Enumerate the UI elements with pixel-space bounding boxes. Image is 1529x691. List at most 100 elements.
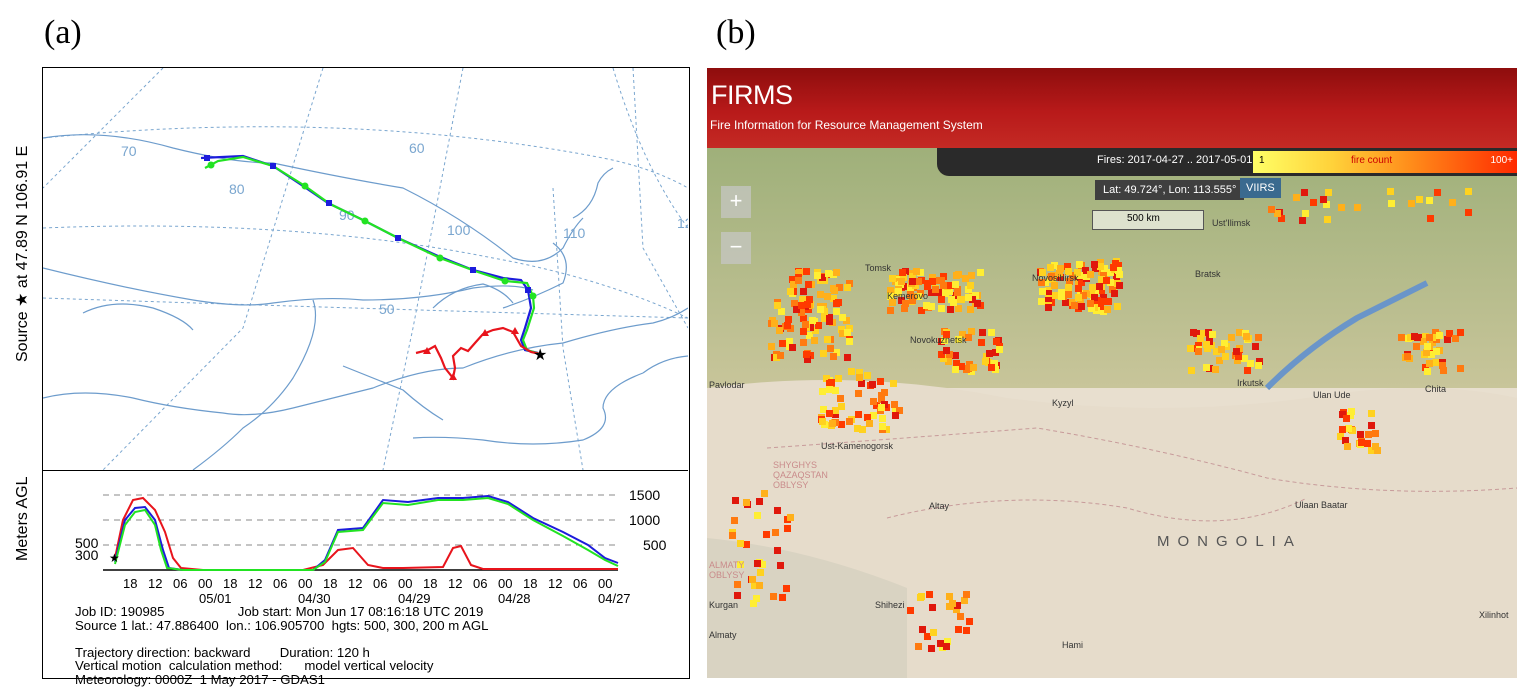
fire-pixel [967, 282, 974, 289]
fire-pixel [1364, 440, 1371, 447]
fire-pixel [907, 284, 914, 291]
fire-pixel [938, 296, 945, 303]
city-label: Kurgan [709, 600, 739, 610]
svg-text:06: 06 [473, 576, 487, 591]
fire-pixel [941, 337, 948, 344]
fire-pixel [829, 420, 836, 427]
fire-pixel [773, 354, 780, 361]
fire-pixel [732, 497, 739, 504]
fire-pixel [1066, 278, 1073, 285]
fire-pixel [1343, 415, 1350, 422]
fire-pixel [826, 318, 833, 325]
fire-pixel [932, 286, 939, 293]
fire-pixel [1302, 210, 1309, 217]
fire-pixel [824, 293, 831, 300]
fire-pixel [938, 277, 945, 284]
fire-pixel [749, 576, 756, 583]
fire-pixel [1057, 274, 1064, 281]
fire-pixel [807, 324, 814, 331]
fire-pixel [918, 593, 925, 600]
fire-pixel [799, 296, 806, 303]
fire-pixel [1213, 348, 1220, 355]
fire-pixel [1039, 269, 1046, 276]
fire-pixel [737, 561, 744, 568]
fire-pixel [1338, 204, 1345, 211]
fire-pixel [887, 307, 894, 314]
fire-pixel [889, 275, 896, 282]
fire-pixel [1222, 353, 1229, 360]
fire-pixel [819, 388, 826, 395]
scale-bar: 500 km [1092, 210, 1204, 230]
sensor-button[interactable]: VIIRS [1240, 178, 1281, 198]
legend-max: 100+ [1490, 155, 1513, 166]
fire-pixel [1372, 443, 1379, 450]
fire-pixel [878, 396, 885, 403]
height-profile-chart: 1500 1000 500 500 300 ★ 18 12 06 00 18 12 0… [75, 487, 667, 605]
fire-pixel [1103, 277, 1110, 284]
fire-pixel [1388, 200, 1395, 207]
fire-pixel [846, 280, 853, 287]
fire-pixel [1422, 364, 1429, 371]
fire-pixel [787, 288, 794, 295]
fire-pixel [1116, 271, 1123, 278]
zoom-out-button[interactable]: − [721, 232, 751, 264]
svg-text:06: 06 [373, 576, 387, 591]
fire-pixel [1416, 196, 1423, 203]
fire-pixel [1109, 286, 1116, 293]
level-500: 500 [643, 537, 667, 553]
fire-pixel [846, 338, 853, 345]
fire-pixel [1098, 287, 1105, 294]
region-label: SHYGHYS QAZAQSTAN OBLYSY [773, 460, 828, 490]
fire-pixel [1465, 188, 1472, 195]
fire-pixel [798, 302, 805, 309]
fire-pixel [1228, 334, 1235, 341]
fire-pixel [814, 272, 821, 279]
fire-pixel [912, 282, 919, 289]
time-axis: 18 12 06 00 18 12 06 00 18 12 06 00 18 12 06 00 … [123, 576, 631, 605]
graticule-labels: 70 60 50 80 90 100 110 120 [121, 140, 688, 317]
fire-pixel [945, 358, 952, 365]
fire-pixel [1200, 330, 1207, 337]
fire-pixel [923, 302, 930, 309]
fire-pixel [902, 300, 909, 307]
fire-detections [729, 188, 1472, 652]
fire-pixel [958, 363, 965, 370]
fire-pixel [1105, 298, 1112, 305]
fire-pixel [821, 315, 828, 322]
fire-pixel [968, 272, 975, 279]
fire-pixel [1205, 329, 1212, 336]
hysplit-panel: 70 60 50 80 90 100 110 120 ★ [42, 67, 690, 686]
svg-text:06: 06 [573, 576, 587, 591]
fire-pixel [947, 282, 954, 289]
fire-pixel [942, 290, 949, 297]
fire-pixel [939, 644, 946, 651]
fire-pixel [1074, 269, 1081, 276]
fire-pixel [1101, 265, 1108, 272]
city-label: Bratsk [1195, 269, 1221, 279]
fire-pixel [832, 387, 839, 394]
lon-label-80: 80 [229, 181, 245, 197]
fire-pixel [883, 426, 890, 433]
fire-pixel [1100, 294, 1107, 301]
fire-pixel [844, 329, 851, 336]
trajectory-red [415, 326, 541, 381]
zoom-in-button[interactable]: + [721, 186, 751, 218]
fire-pixel [873, 402, 880, 409]
fire-pixel [774, 302, 781, 309]
fire-pixel [859, 426, 866, 433]
fire-pixel [1058, 293, 1065, 300]
fire-pixel [1195, 348, 1202, 355]
job-info: Job ID: 190985 Job start: Mon Jun 17 08:… [75, 605, 489, 686]
fire-pixel [805, 281, 812, 288]
fire-pixel [1420, 338, 1427, 345]
city-label: Ust-Kamenogorsk [821, 441, 894, 451]
fire-pixel [1243, 333, 1250, 340]
fire-pixel [966, 618, 973, 625]
fire-pixel [955, 626, 962, 633]
lat-label-70: 70 [121, 143, 137, 159]
svg-text:12: 12 [148, 576, 162, 591]
fire-pixel [839, 314, 846, 321]
fire-pixel [1235, 353, 1242, 360]
fire-pixel [839, 330, 846, 337]
fire-pixel [919, 626, 926, 633]
